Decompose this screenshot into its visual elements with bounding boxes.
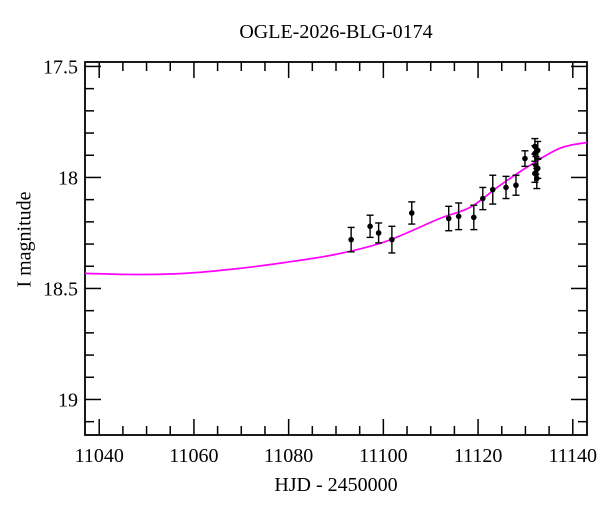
x-axis-label: HJD - 2450000 <box>274 474 398 496</box>
data-point <box>521 150 529 168</box>
chart-title: OGLE-2026-BLG-0174 <box>239 21 433 43</box>
x-tick-label: 11100 <box>359 445 408 467</box>
data-marker <box>348 236 354 243</box>
data-marker <box>503 184 509 191</box>
data-point <box>388 225 396 254</box>
x-tick-label: 11120 <box>454 445 503 467</box>
data-marker <box>455 213 462 220</box>
x-tick-label: 11080 <box>264 445 313 467</box>
data-point <box>533 167 541 190</box>
data-point <box>366 214 374 239</box>
y-tick-label: 17.5 <box>43 56 78 78</box>
data-marker <box>489 186 496 193</box>
data-point <box>347 226 355 253</box>
data-point <box>512 174 520 196</box>
y-tick-label: 18.5 <box>43 278 78 300</box>
model-curve <box>84 141 588 276</box>
data-marker <box>445 215 452 222</box>
x-tick-label: 11040 <box>75 445 124 467</box>
x-tick-label: 11060 <box>169 445 218 467</box>
data-point <box>455 202 463 231</box>
y-tick-label: 18 <box>58 167 78 189</box>
data-marker <box>471 214 477 221</box>
data-point <box>470 204 478 231</box>
data-marker <box>389 236 395 243</box>
data-marker <box>522 155 528 162</box>
data-marker <box>375 230 382 236</box>
data-marker <box>480 195 486 202</box>
data-point <box>479 186 487 211</box>
data-point <box>489 174 497 205</box>
data-point <box>445 205 453 232</box>
data-marker <box>367 223 373 230</box>
y-tick-label: 19 <box>58 389 78 411</box>
data-marker <box>408 210 415 216</box>
data-point <box>375 222 383 244</box>
data-marker <box>534 175 540 182</box>
x-tick-label: 11140 <box>549 445 598 467</box>
data-point <box>502 175 510 200</box>
data-marker <box>532 150 538 157</box>
data-point <box>408 201 416 225</box>
data-marker <box>513 182 519 189</box>
axes-frame <box>84 61 588 436</box>
